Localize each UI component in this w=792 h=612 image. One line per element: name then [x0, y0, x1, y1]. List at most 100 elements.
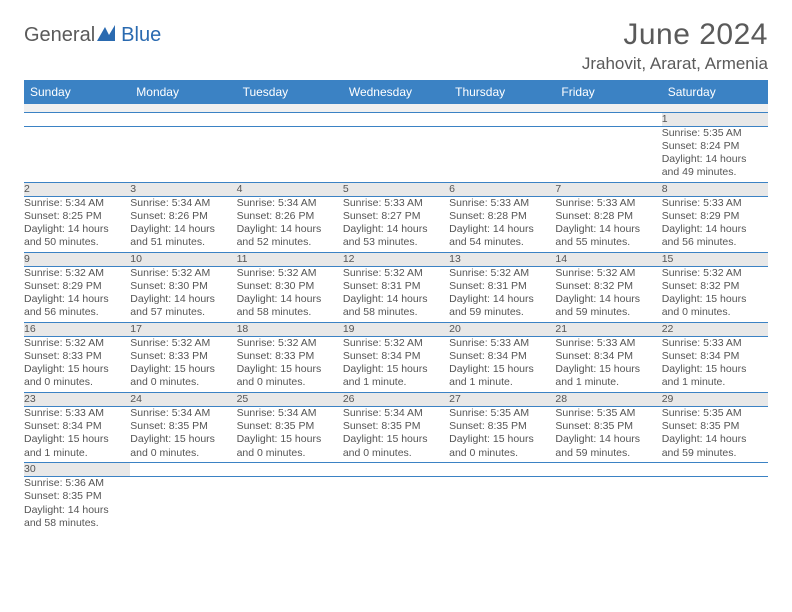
header: General Blue June 2024 Jrahovit, Ararat,… — [24, 18, 768, 74]
day-number-cell: 26 — [343, 393, 449, 407]
day-number-cell: 11 — [237, 252, 343, 266]
daylight-text-1: Daylight: 14 hours — [343, 293, 449, 306]
sunset-text: Sunset: 8:26 PM — [130, 210, 236, 223]
day-number-cell — [24, 112, 130, 126]
weekday-header-cell: Saturday — [662, 80, 768, 104]
day-detail-cell: Sunrise: 5:32 AMSunset: 8:30 PMDaylight:… — [237, 266, 343, 322]
daylight-text-2: and 57 minutes. — [130, 306, 236, 319]
daylight-text-2: and 54 minutes. — [449, 236, 555, 249]
sunrise-text: Sunrise: 5:32 AM — [555, 267, 661, 280]
day-detail-cell: Sunrise: 5:34 AMSunset: 8:26 PMDaylight:… — [130, 196, 236, 252]
daylight-text-2: and 50 minutes. — [24, 236, 130, 249]
day-number-cell — [555, 463, 661, 477]
day-detail-cell: Sunrise: 5:35 AMSunset: 8:35 PMDaylight:… — [555, 407, 661, 463]
sunset-text: Sunset: 8:24 PM — [662, 140, 768, 153]
day-number-cell — [130, 463, 236, 477]
daylight-text-2: and 56 minutes. — [24, 306, 130, 319]
day-detail-cell — [130, 477, 236, 533]
flag-icon — [97, 24, 119, 47]
daylight-text-1: Daylight: 15 hours — [130, 433, 236, 446]
day-number-cell: 27 — [449, 393, 555, 407]
day-number-cell: 23 — [24, 393, 130, 407]
daylight-text-2: and 0 minutes. — [343, 447, 449, 460]
daylight-text-1: Daylight: 15 hours — [343, 363, 449, 376]
sunrise-text: Sunrise: 5:32 AM — [662, 267, 768, 280]
sunset-text: Sunset: 8:30 PM — [130, 280, 236, 293]
day-detail-cell — [662, 477, 768, 533]
day-detail-cell — [449, 477, 555, 533]
daylight-text-1: Daylight: 15 hours — [662, 293, 768, 306]
day-detail-cell: Sunrise: 5:34 AMSunset: 8:35 PMDaylight:… — [237, 407, 343, 463]
weekday-header-cell: Wednesday — [343, 80, 449, 104]
day-detail-cell: Sunrise: 5:32 AMSunset: 8:31 PMDaylight:… — [343, 266, 449, 322]
daylight-text-2: and 53 minutes. — [343, 236, 449, 249]
sunset-text: Sunset: 8:25 PM — [24, 210, 130, 223]
month-title: June 2024 — [582, 18, 768, 52]
daylight-text-1: Daylight: 15 hours — [24, 363, 130, 376]
daylight-text-2: and 59 minutes. — [555, 306, 661, 319]
day-detail-cell — [237, 126, 343, 182]
sunset-text: Sunset: 8:27 PM — [343, 210, 449, 223]
sunrise-text: Sunrise: 5:35 AM — [449, 407, 555, 420]
daylight-text-2: and 0 minutes. — [237, 447, 343, 460]
sunset-text: Sunset: 8:35 PM — [555, 420, 661, 433]
daylight-text-2: and 59 minutes. — [662, 447, 768, 460]
day-detail-cell — [130, 126, 236, 182]
sunset-text: Sunset: 8:29 PM — [662, 210, 768, 223]
day-detail-cell: Sunrise: 5:33 AMSunset: 8:29 PMDaylight:… — [662, 196, 768, 252]
day-number-cell: 7 — [555, 182, 661, 196]
sunset-text: Sunset: 8:31 PM — [449, 280, 555, 293]
daylight-text-1: Daylight: 15 hours — [130, 363, 236, 376]
weekday-header-cell: Tuesday — [237, 80, 343, 104]
daylight-text-1: Daylight: 14 hours — [24, 223, 130, 236]
daylight-text-1: Daylight: 14 hours — [662, 433, 768, 446]
day-number-cell — [343, 112, 449, 126]
day-detail-cell: Sunrise: 5:33 AMSunset: 8:34 PMDaylight:… — [24, 407, 130, 463]
weekday-header-cell: Sunday — [24, 80, 130, 104]
daylight-text-2: and 51 minutes. — [130, 236, 236, 249]
day-number-cell: 5 — [343, 182, 449, 196]
daylight-text-2: and 0 minutes. — [662, 306, 768, 319]
day-number-cell: 13 — [449, 252, 555, 266]
sunset-text: Sunset: 8:34 PM — [555, 350, 661, 363]
daylight-text-2: and 52 minutes. — [237, 236, 343, 249]
daylight-text-2: and 1 minute. — [555, 376, 661, 389]
daylight-text-2: and 49 minutes. — [662, 166, 768, 179]
daylight-text-1: Daylight: 15 hours — [555, 363, 661, 376]
sunrise-text: Sunrise: 5:32 AM — [24, 267, 130, 280]
day-detail-cell: Sunrise: 5:34 AMSunset: 8:35 PMDaylight:… — [130, 407, 236, 463]
sunset-text: Sunset: 8:32 PM — [662, 280, 768, 293]
logo-text-general: General — [24, 24, 95, 47]
sunrise-text: Sunrise: 5:32 AM — [130, 267, 236, 280]
title-block: June 2024 Jrahovit, Ararat, Armenia — [582, 18, 768, 74]
daylight-text-1: Daylight: 14 hours — [24, 293, 130, 306]
sunset-text: Sunset: 8:29 PM — [24, 280, 130, 293]
daylight-text-2: and 55 minutes. — [555, 236, 661, 249]
day-number-cell — [662, 463, 768, 477]
logo-text-blue: Blue — [121, 24, 161, 47]
sunset-text: Sunset: 8:28 PM — [555, 210, 661, 223]
day-number-cell: 4 — [237, 182, 343, 196]
day-detail-cell: Sunrise: 5:33 AMSunset: 8:34 PMDaylight:… — [662, 337, 768, 393]
sunset-text: Sunset: 8:34 PM — [449, 350, 555, 363]
daylight-text-2: and 0 minutes. — [237, 376, 343, 389]
daylight-text-1: Daylight: 15 hours — [237, 433, 343, 446]
day-detail-cell: Sunrise: 5:36 AMSunset: 8:35 PMDaylight:… — [24, 477, 130, 533]
day-number-cell: 21 — [555, 322, 661, 336]
sunset-text: Sunset: 8:35 PM — [449, 420, 555, 433]
daylight-text-1: Daylight: 15 hours — [343, 433, 449, 446]
weekday-header-cell: Thursday — [449, 80, 555, 104]
day-number-cell: 6 — [449, 182, 555, 196]
sunrise-text: Sunrise: 5:33 AM — [343, 197, 449, 210]
sunrise-text: Sunrise: 5:34 AM — [24, 197, 130, 210]
sunrise-text: Sunrise: 5:32 AM — [237, 267, 343, 280]
sunset-text: Sunset: 8:35 PM — [130, 420, 236, 433]
sunset-text: Sunset: 8:26 PM — [237, 210, 343, 223]
sunrise-text: Sunrise: 5:36 AM — [24, 477, 130, 490]
day-number-cell — [237, 463, 343, 477]
day-detail-cell: Sunrise: 5:35 AMSunset: 8:35 PMDaylight:… — [449, 407, 555, 463]
daylight-text-2: and 59 minutes. — [449, 306, 555, 319]
day-number-cell: 9 — [24, 252, 130, 266]
day-detail-cell: Sunrise: 5:34 AMSunset: 8:25 PMDaylight:… — [24, 196, 130, 252]
day-number-cell: 19 — [343, 322, 449, 336]
